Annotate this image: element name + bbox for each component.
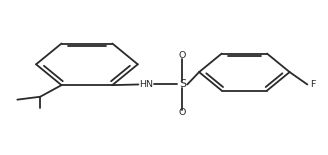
Text: O: O	[179, 51, 186, 60]
Text: F: F	[310, 80, 316, 89]
Text: O: O	[179, 108, 186, 117]
Text: HN: HN	[139, 80, 153, 89]
Text: S: S	[179, 79, 186, 89]
